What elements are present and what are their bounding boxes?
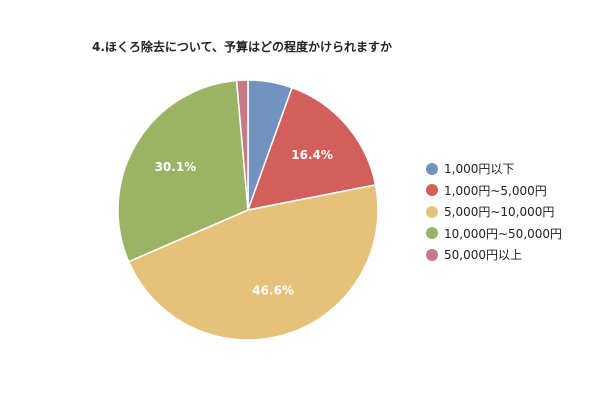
legend-item-1: 1,000円~5,000円 bbox=[426, 180, 562, 202]
legend-label-4: 50,000円以上 bbox=[444, 248, 522, 263]
legend-swatch-3 bbox=[426, 227, 438, 240]
legend-swatch-4 bbox=[426, 248, 438, 261]
legend-label-0: 1,000円以下 bbox=[444, 162, 515, 177]
legend-label-2: 5,000円~10,000円 bbox=[444, 205, 555, 220]
slice-data-label-2: 46.6% bbox=[252, 284, 294, 298]
legend-swatch-0 bbox=[426, 162, 438, 175]
chart-legend: 1,000円以下 1,000円~5,000円 5,000円~10,000円 10,00… bbox=[426, 158, 562, 266]
pie-slice-1 bbox=[246, 86, 377, 211]
legend-item-4: 50,000円以上 bbox=[426, 244, 562, 266]
legend-item-0: 1,000円以下 bbox=[426, 158, 562, 180]
legend-label-1: 1,000円~5,000円 bbox=[444, 183, 547, 198]
legend-item-2: 5,000円~10,000円 bbox=[426, 201, 562, 223]
pie-slice-2 bbox=[127, 183, 379, 341]
legend-item-3: 10,000円~50,000円 bbox=[426, 223, 562, 245]
pie-slice-3 bbox=[117, 79, 249, 263]
legend-label-3: 10,000円~50,000円 bbox=[444, 226, 563, 241]
slice-data-label-3: 30.1% bbox=[155, 160, 197, 174]
legend-swatch-2 bbox=[426, 205, 438, 218]
slice-data-label-1: 16.4% bbox=[291, 148, 333, 162]
chart-title: 4.ほくろ除去について、予算はどの程度かけられますか bbox=[92, 40, 392, 54]
pie-slice-4 bbox=[235, 79, 249, 211]
legend-swatch-1 bbox=[426, 184, 438, 197]
